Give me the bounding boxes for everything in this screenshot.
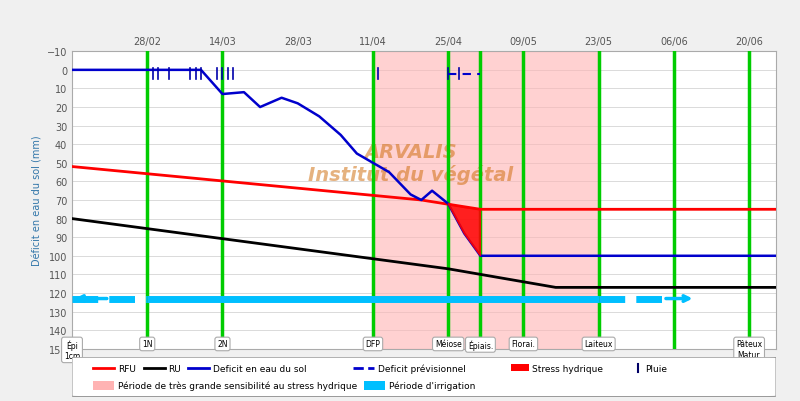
Text: RU: RU: [169, 364, 181, 373]
Bar: [511, 365, 529, 371]
Text: ARVALIS
Institut du végétal: ARVALIS Institut du végétal: [308, 142, 513, 184]
Text: Laiteux: Laiteux: [585, 340, 613, 348]
Text: Méiose: Méiose: [435, 340, 462, 348]
Text: Deficit prévisionnel: Deficit prévisionnel: [378, 363, 466, 373]
Text: Épi
1cm: Épi 1cm: [64, 340, 80, 360]
Text: 1N: 1N: [142, 340, 153, 348]
Y-axis label: Déficit en eau du sol (mm): Déficit en eau du sol (mm): [33, 136, 42, 265]
Text: Épiais.: Épiais.: [468, 340, 493, 350]
FancyBboxPatch shape: [72, 357, 776, 397]
Text: DFP: DFP: [366, 340, 380, 348]
Bar: [364, 381, 386, 390]
Text: Pluie: Pluie: [645, 364, 667, 373]
Text: Deficit en eau du sol: Deficit en eau du sol: [213, 364, 306, 373]
Text: RFU: RFU: [118, 364, 136, 373]
Text: Période de très grande sensibilité au stress hydrique: Période de très grande sensibilité au st…: [118, 381, 357, 391]
Text: Stress hydrique: Stress hydrique: [533, 364, 603, 373]
Text: Pâteux
Matur.: Pâteux Matur.: [736, 340, 762, 359]
Text: Florai.: Florai.: [511, 340, 535, 348]
Text: 2N: 2N: [218, 340, 228, 348]
Bar: [93, 381, 114, 390]
Text: Période d'irrigation: Période d'irrigation: [389, 381, 475, 391]
Bar: [373, 52, 598, 349]
